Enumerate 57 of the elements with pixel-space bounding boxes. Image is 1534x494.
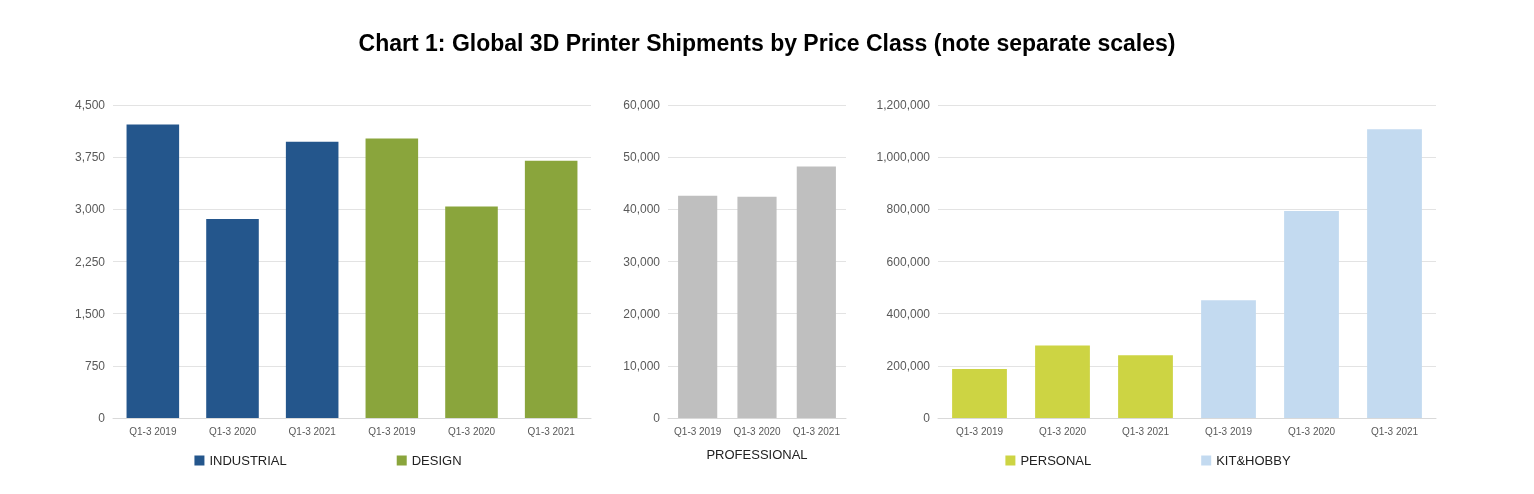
x-tick-label: Q1-3 2021 — [288, 425, 337, 437]
text: Chart 1: Global 3D Printer Shipments by Price Class (note separate scales) — [357, 30, 1177, 57]
x-tick-label: Q1-3 2021 — [527, 425, 576, 437]
y-tick-label: 600,000 — [886, 254, 931, 269]
bar — [952, 368, 1007, 418]
y-tick-label: 10,000 — [623, 358, 661, 373]
y-tick-label: 4,500 — [74, 98, 106, 112]
y-tick-label: 1,000,000 — [876, 150, 931, 165]
bar — [1284, 210, 1339, 418]
x-tick-label: Q1-3 2019 — [955, 425, 1004, 437]
x-tick-label: Q1-3 2020 — [1038, 425, 1087, 437]
x-tick-label: Q1-3 2021 — [1370, 425, 1419, 437]
y-tick-label: 50,000 — [623, 150, 661, 165]
bar — [678, 195, 718, 418]
bar — [524, 160, 578, 418]
x-tick-label: Q1-3 2019 — [368, 425, 416, 437]
bar — [445, 206, 498, 418]
x-axis-title: PROFESSIONAL — [706, 447, 808, 462]
bar — [126, 124, 180, 418]
y-tick-label: 20,000 — [623, 306, 661, 321]
y-tick-label: 40,000 — [623, 202, 661, 217]
x-tick-label: Q1-3 2019 — [129, 425, 177, 437]
bar — [1201, 300, 1256, 418]
x-tick-label: Q1-3 2019 — [1204, 425, 1253, 437]
bar — [1367, 129, 1422, 418]
y-tick-label: 3,750 — [74, 150, 106, 165]
x-tick-label: Q1-3 2019 — [674, 425, 722, 437]
x-tick-label: Q1-3 2020 — [447, 425, 496, 437]
x-tick-label: Q1-3 2020 — [1287, 425, 1336, 437]
bar — [796, 166, 836, 418]
y-tick-label: 800,000 — [886, 202, 931, 217]
bar — [737, 196, 777, 418]
y-tick-label: 30,000 — [623, 254, 661, 269]
y-tick-label: 3,000 — [74, 202, 106, 217]
y-tick-label: 200,000 — [886, 358, 931, 373]
bar — [206, 219, 259, 418]
y-tick-label: 1,500 — [74, 306, 106, 321]
legend-label: KIT&HOBBY — [1216, 453, 1291, 468]
y-tick-label: 0 — [923, 411, 931, 425]
y-tick-label: 1,200,000 — [876, 98, 931, 112]
bar — [1118, 355, 1173, 418]
bar — [285, 141, 339, 418]
y-tick-label: 0 — [653, 411, 661, 425]
legend-label: INDUSTRIAL — [209, 453, 287, 468]
x-tick-label: Q1-3 2020 — [208, 425, 257, 437]
y-tick-label: 400,000 — [886, 306, 931, 321]
legend-label: PERSONAL — [1020, 453, 1092, 468]
x-tick-label: Q1-3 2021 — [792, 425, 841, 437]
y-tick-label: 0 — [98, 411, 106, 425]
legend-label: DESIGN — [411, 453, 462, 468]
y-tick-label: 60,000 — [623, 98, 661, 112]
x-tick-label: Q1-3 2021 — [1121, 425, 1170, 437]
y-tick-label: 2,250 — [74, 254, 106, 269]
bar — [365, 138, 419, 418]
bar — [1035, 345, 1090, 418]
y-tick-label: 750 — [84, 358, 106, 373]
x-tick-label: Q1-3 2020 — [733, 425, 782, 437]
